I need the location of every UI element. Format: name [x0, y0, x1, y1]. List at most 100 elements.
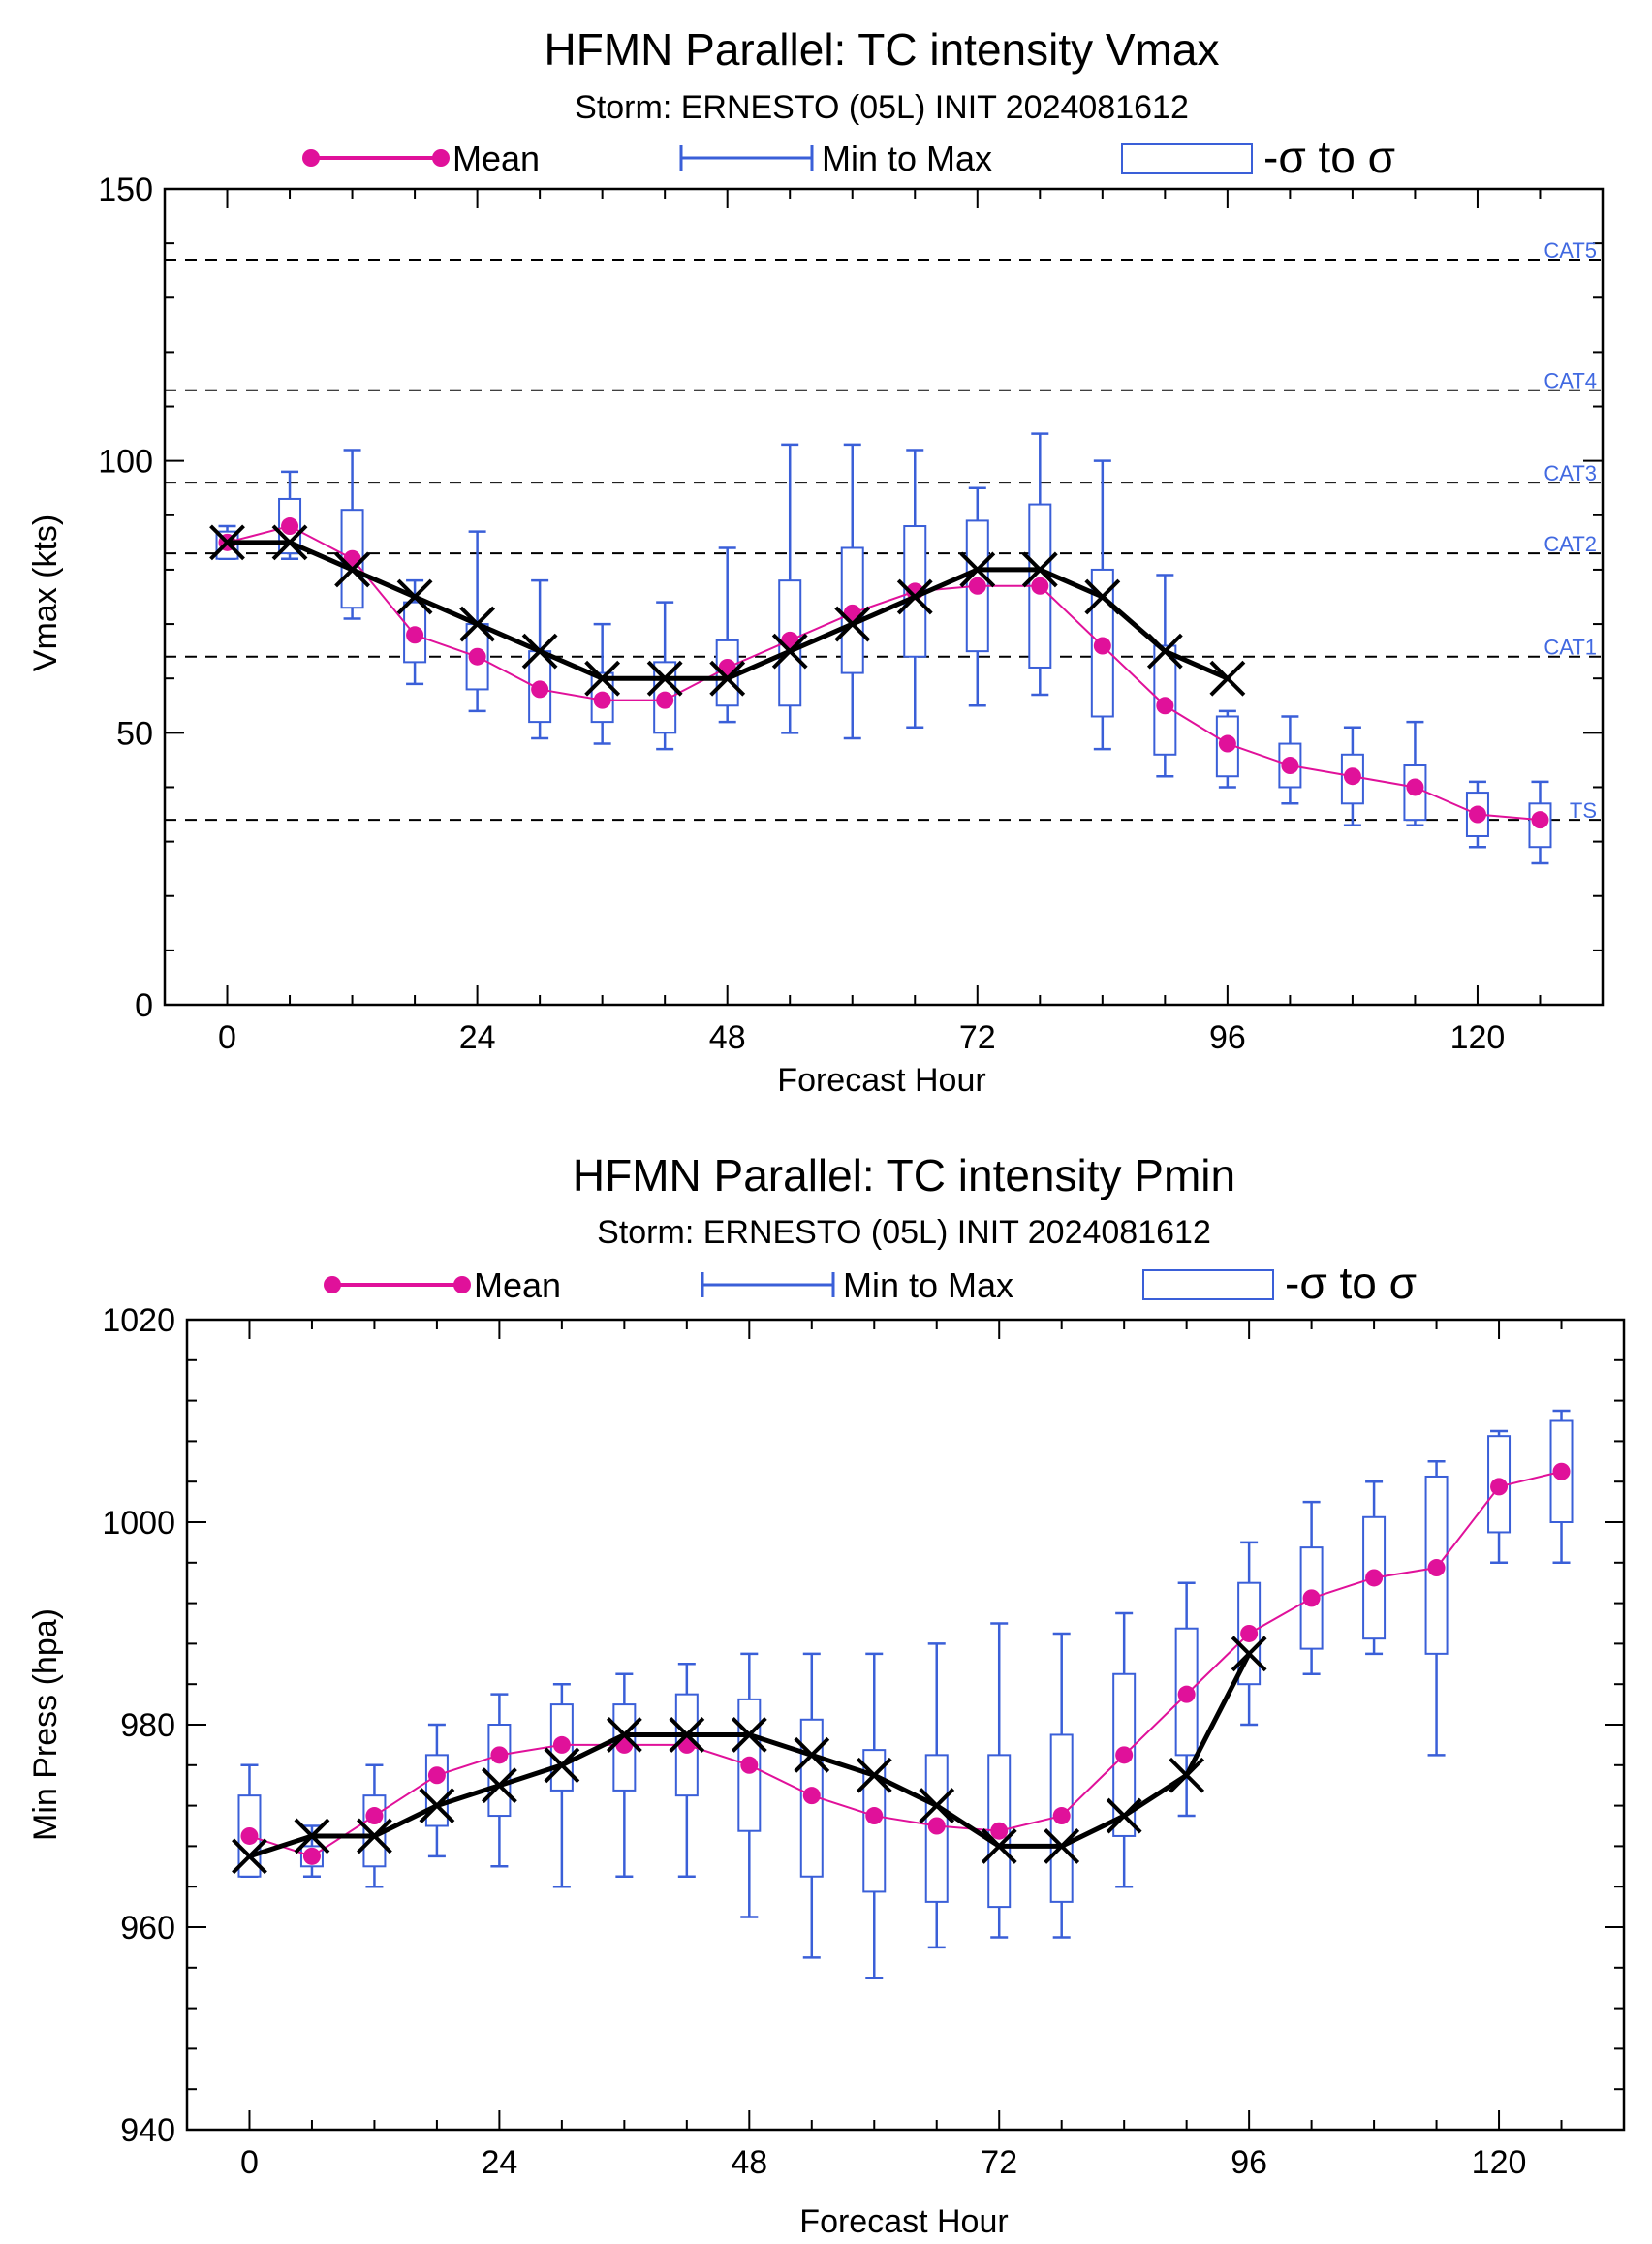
official-point [1231, 1636, 1267, 1672]
y-tick-label: 100 [98, 444, 153, 481]
x-tick-label: 0 [240, 2144, 259, 2181]
chart-title: HFMN Parallel: TC intensity Pmin [573, 1150, 1235, 1200]
mean-point [865, 1807, 884, 1825]
vmax-chart: HFMN Parallel: TC intensity Vmax Storm: … [27, 24, 1605, 1099]
official-point [544, 1747, 580, 1784]
threshold-label: CAT1 [1543, 636, 1597, 660]
x-tick-label: 120 [1450, 1019, 1506, 1056]
y-axis-label: Min Press (hpa) [27, 1608, 64, 1841]
legend-range-label: Min to Max [822, 139, 992, 178]
mean-point [427, 1766, 446, 1785]
threshold-label: CAT3 [1543, 461, 1597, 485]
sigma-box [487, 1724, 512, 1818]
mean-point [302, 1847, 321, 1865]
x-tick-label: 24 [481, 2144, 517, 2181]
mean-point [1281, 757, 1299, 775]
y-tick-label: 0 [135, 987, 153, 1024]
y-tick-label: 50 [116, 715, 153, 752]
official-point [209, 524, 245, 561]
mean-point [1218, 734, 1236, 753]
mean-point [1302, 1589, 1321, 1607]
mean-point [968, 577, 986, 595]
mean-point [365, 1807, 384, 1825]
plot-area: 0 24 48 72 96 120 940 960 980 1000 1020 [102, 1302, 1626, 2181]
official-point [606, 1717, 642, 1753]
mean-point [1552, 1462, 1571, 1480]
mean-point [552, 1735, 571, 1754]
official-point [981, 1827, 1017, 1864]
mean-point [990, 1822, 1009, 1840]
mean-point [1156, 697, 1174, 715]
mean-point [1531, 811, 1549, 829]
official-point [459, 606, 496, 642]
mean-point [656, 691, 674, 709]
official-point [584, 660, 621, 697]
x-tick-label: 72 [981, 2144, 1017, 2181]
legend-sigma-label: -σ to σ [1285, 1258, 1417, 1308]
official-point [834, 606, 871, 642]
threshold-label: CAT2 [1543, 532, 1597, 556]
x-axis-label: Forecast Hour [777, 1062, 985, 1099]
y-tick-label: 980 [120, 1707, 175, 1744]
official-point [794, 1736, 830, 1773]
threshold-label: TS [1570, 798, 1597, 823]
legend-mean-swatch [302, 149, 450, 167]
official-point [419, 1788, 455, 1824]
mean-point [531, 680, 549, 699]
x-tick-label: 96 [1231, 2144, 1267, 2181]
y-tick-label: 1020 [102, 1302, 175, 1339]
mean-point [1343, 767, 1361, 786]
official-point [709, 660, 746, 697]
legend-sigma-swatch [1142, 1269, 1274, 1300]
x-tick-label: 48 [731, 2144, 767, 2181]
mean-point [1115, 1746, 1134, 1764]
x-tick-label: 48 [709, 1019, 746, 1056]
official-point [959, 551, 996, 588]
mean-point [1177, 1685, 1196, 1703]
legend-range-swatch [701, 1272, 835, 1297]
x-tick-label: 120 [1472, 2144, 1527, 2181]
official-point [896, 578, 933, 615]
official-point [1084, 578, 1121, 615]
mean-point [240, 1826, 259, 1845]
official-point [396, 578, 433, 615]
mean-point [1031, 577, 1049, 595]
official-point [271, 524, 308, 561]
official-point [1106, 1797, 1142, 1834]
official-point [731, 1717, 767, 1753]
y-axis-label: Vmax (kts) [27, 514, 64, 671]
y-tick-label: 940 [120, 2112, 175, 2149]
mean-point [1365, 1569, 1384, 1587]
official-point [856, 1757, 892, 1793]
mean-point [593, 691, 611, 709]
mean-line [249, 1470, 1562, 1857]
mean-point [1406, 778, 1424, 796]
plot-area: 0 24 48 72 96 120 0 50 100 150 CAT5 CAT4 CAT3 CAT2 CAT… [98, 171, 1605, 1056]
chart-title: HFMN Parallel: TC intensity Vmax [545, 24, 1220, 75]
official-point [919, 1788, 955, 1824]
y-tick-label: 150 [98, 171, 153, 208]
mean-point [1240, 1624, 1259, 1642]
legend-range-swatch [679, 145, 814, 171]
chart-subtitle: Storm: ERNESTO (05L) INIT 2024081612 [597, 1214, 1211, 1251]
pmin-chart: HFMN Parallel: TC intensity Pmin Storm: … [27, 1150, 1626, 2240]
official-point [357, 1818, 392, 1854]
legend-sigma-label: -σ to σ [1263, 132, 1395, 182]
y-tick-label: 960 [120, 1910, 175, 1947]
legend-mean-label: Mean [474, 1265, 561, 1305]
official-point [232, 1838, 267, 1875]
x-axis-label: Forecast Hour [799, 2203, 1008, 2240]
official-point [1169, 1757, 1205, 1793]
threshold-label: CAT5 [1543, 238, 1597, 263]
legend: Mean Min to Max -σ to σ [324, 1258, 1417, 1308]
legend-range-label: Min to Max [843, 1265, 1013, 1305]
official-point [669, 1717, 705, 1753]
mean-point [1093, 637, 1111, 655]
official-point [1044, 1827, 1080, 1864]
official-point [521, 633, 558, 670]
x-tick-label: 72 [959, 1019, 996, 1056]
x-tick-label: 0 [218, 1019, 236, 1056]
plot-frame [163, 187, 1605, 1007]
official-point [646, 660, 683, 697]
